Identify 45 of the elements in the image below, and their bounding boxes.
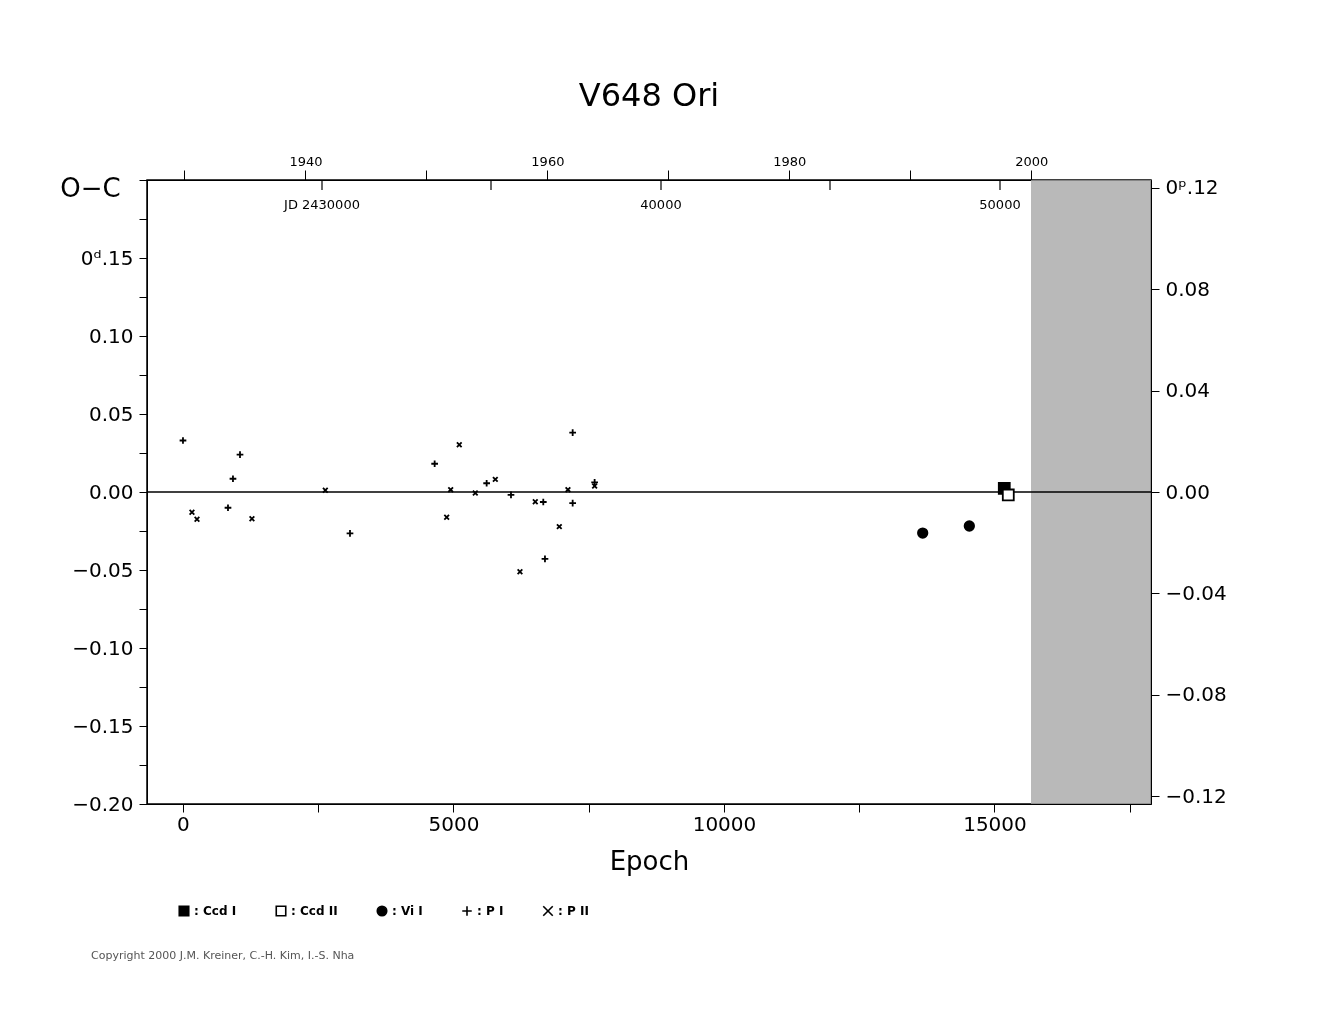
chart-title: V648 Ori bbox=[578, 76, 720, 114]
legend-label: : P II bbox=[558, 904, 589, 919]
y-tick-label: −0.20 bbox=[72, 791, 134, 816]
legend-label: : P I bbox=[477, 904, 504, 919]
point bbox=[963, 520, 975, 532]
point bbox=[568, 498, 577, 508]
y-tick-label: 0ᵈ.15 bbox=[80, 245, 134, 270]
y2-tick-label: −0.12 bbox=[1165, 783, 1227, 808]
point bbox=[539, 497, 548, 507]
point bbox=[568, 428, 577, 437]
point bbox=[1001, 488, 1015, 502]
annotation: 50000 bbox=[979, 197, 1021, 212]
y-axis-title: O−C bbox=[60, 172, 121, 203]
y2-tick-label: 0.08 bbox=[1165, 276, 1211, 301]
point bbox=[345, 529, 355, 538]
y2-tick-label: 0ᵖ.12 bbox=[1165, 175, 1219, 200]
point bbox=[917, 527, 929, 539]
point bbox=[235, 450, 245, 459]
x-tick-label: 0 bbox=[177, 811, 190, 836]
legend-label: : Ccd II bbox=[291, 904, 338, 919]
y2-tick-label: −0.08 bbox=[1165, 682, 1227, 707]
legend-label: : Ccd I bbox=[194, 904, 237, 919]
annotation: 40000 bbox=[640, 197, 682, 212]
text: Copyright 2000 J.M. Kreiner, C.-H. Kim, I.-S. Nha bbox=[91, 949, 355, 962]
x2-tick-label: 1960 bbox=[531, 153, 565, 169]
y-tick-label: −0.05 bbox=[72, 557, 134, 582]
annotation: JD 2430000 bbox=[283, 197, 360, 212]
y-tick-label: −0.15 bbox=[72, 713, 134, 738]
x2-tick-label: 1940 bbox=[289, 153, 323, 169]
x2-tick-label: 2000 bbox=[1015, 153, 1049, 169]
x2-tick-label: 1980 bbox=[773, 153, 807, 169]
x-tick-label: 5000 bbox=[428, 811, 480, 836]
y-tick-label: −0.10 bbox=[72, 635, 134, 660]
y-tick-label: 0.10 bbox=[88, 323, 134, 348]
y2-tick-label: −0.04 bbox=[1165, 580, 1227, 605]
y-tick-label: 0.05 bbox=[88, 401, 134, 426]
y2-tick-label: 0.00 bbox=[1165, 479, 1211, 504]
x-tick-label: 15000 bbox=[963, 811, 1027, 836]
x-tick-label: 10000 bbox=[692, 811, 757, 836]
legend-label: : Vi I bbox=[392, 904, 423, 919]
y-tick-label: 0.00 bbox=[88, 479, 134, 504]
y2-tick-label: 0.04 bbox=[1165, 378, 1211, 403]
point bbox=[228, 474, 238, 483]
point bbox=[482, 479, 491, 488]
x-axis-title: Epoch bbox=[609, 845, 690, 876]
